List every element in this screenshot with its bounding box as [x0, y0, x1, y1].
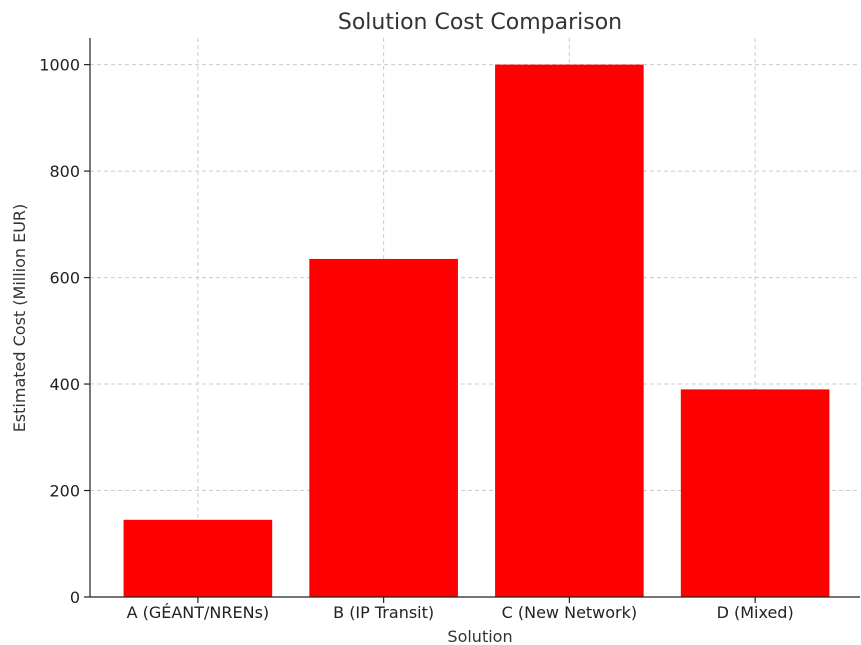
x-ticks: A (GÉANT/NRENs) B (IP Transit) C (New Netw…: [127, 597, 794, 622]
x-tick-label: B (IP Transit): [333, 603, 434, 622]
y-tick-label: 600: [49, 269, 80, 288]
chart-title: Solution Cost Comparison: [338, 10, 622, 35]
bars: [123, 64, 830, 598]
x-tick-label: C (New Network): [502, 603, 638, 622]
y-tick-label: 1000: [39, 56, 80, 75]
x-tick-label: D (Mixed): [717, 603, 794, 622]
bar: [495, 64, 644, 598]
y-tick-label: 0: [70, 588, 80, 607]
y-tick-label: 400: [49, 375, 80, 394]
y-ticks: 0 200 400 600 800 1000: [39, 56, 90, 607]
x-axis-label: Solution: [447, 627, 512, 645]
bar: [680, 389, 830, 597]
y-tick-label: 200: [49, 482, 80, 501]
bar: [123, 519, 273, 597]
x-tick-label: A (GÉANT/NRENs): [127, 603, 270, 622]
y-axis-label: Estimated Cost (Million EUR): [10, 204, 29, 433]
axes: [89, 38, 860, 598]
y-tick-label: 800: [49, 162, 80, 181]
bar: [309, 258, 458, 597]
